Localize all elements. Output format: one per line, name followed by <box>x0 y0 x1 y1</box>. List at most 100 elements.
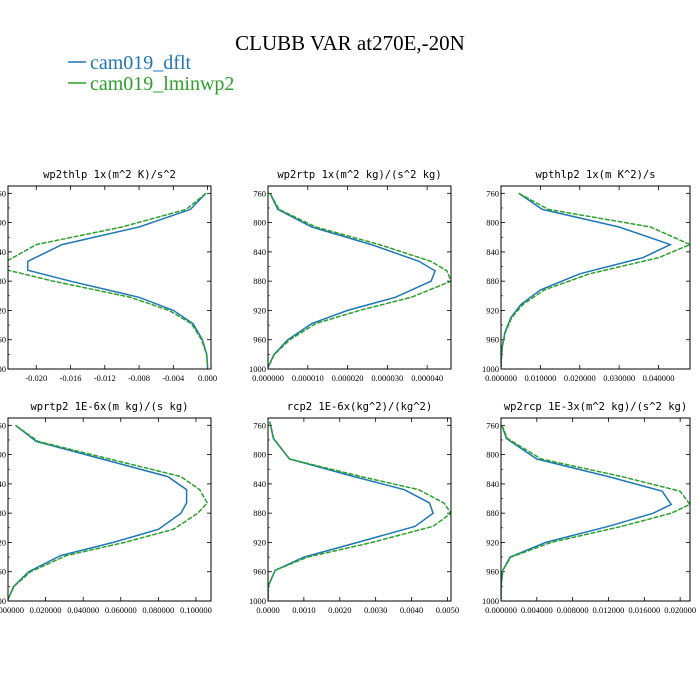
panel-frame <box>267 185 452 370</box>
legend: cam019_dflt cam019_lminwp2 <box>68 52 234 95</box>
x-tick-label: 0.010000 <box>524 373 556 383</box>
panel-title: wp2thlp 1x(m^2 K)/s^2 <box>43 169 176 181</box>
panel-frame <box>7 185 212 370</box>
x-tick-label: 0.000020 <box>332 373 364 383</box>
panel-frame <box>267 417 452 602</box>
panel-frame <box>500 185 691 370</box>
legend-label-dflt: cam019_dflt <box>90 52 192 74</box>
y-tick-label: 880 <box>486 276 499 286</box>
y-tick-label: 1000 <box>249 596 266 606</box>
x-tick-label: 0.016000 <box>628 605 660 615</box>
series-line-lminwp2 <box>501 425 690 600</box>
y-tick-label: 880 <box>486 508 499 518</box>
y-tick-label: 840 <box>486 247 499 257</box>
x-tick-label: 0.0020 <box>328 605 351 615</box>
y-tick-label: 1000 <box>0 596 6 606</box>
x-tick-label: 0.080000 <box>142 605 174 615</box>
panel-4: wprtp2 1E-6x(m kg)/(s kg) 760 800 840 880 920… <box>0 401 212 615</box>
x-tick-label: -0.004 <box>162 373 185 383</box>
y-tick-label: 800 <box>253 218 266 228</box>
x-tick-label: -0.008 <box>128 373 150 383</box>
panel-3: wpthlp2 1x(m K^2)/s 760 800 840 880 920 960 100… <box>482 169 691 383</box>
y-tick-label: 840 <box>0 247 6 257</box>
series-line-lminwp2 <box>501 192 690 368</box>
x-tick-label: 0.020000 <box>564 373 596 383</box>
series-line-dflt <box>26 192 209 368</box>
series-line-dflt <box>501 425 673 600</box>
series-line-dflt <box>268 192 437 368</box>
x-tick-label: -0.016 <box>60 373 82 383</box>
x-tick-label: 0.0030 <box>364 605 387 615</box>
y-tick-label: 1000 <box>482 364 499 374</box>
y-tick-label: 760 <box>486 420 499 430</box>
y-tick-label: 920 <box>0 537 6 547</box>
y-tick-label: 760 <box>0 420 6 430</box>
panel-title: wprtp2 1E-6x(m kg)/(s kg) <box>30 401 188 413</box>
y-tick-label: 960 <box>253 335 266 345</box>
x-tick-label: 0.000030 <box>371 373 403 383</box>
series-line-lminwp2 <box>8 192 209 368</box>
panel-title: wp2rtp 1x(m^2 kg)/(s^2 kg) <box>277 169 441 181</box>
x-tick-label: 0.100000 <box>180 605 212 615</box>
y-tick-label: 960 <box>486 567 499 577</box>
y-tick-label: 920 <box>253 537 266 547</box>
y-tick-label: 920 <box>253 305 266 315</box>
panel-2: wp2rtp 1x(m^2 kg)/(s^2 kg) 760 800 840 880 92… <box>249 169 452 383</box>
series-line-lminwp2 <box>268 421 451 600</box>
panel-5: rcp2 1E-6x(kg^2)/(kg^2) 760 800 840 880 920 96… <box>249 401 459 615</box>
y-tick-label: 920 <box>486 305 499 315</box>
series-line-lminwp2 <box>268 192 451 368</box>
y-tick-label: 840 <box>253 479 266 489</box>
y-tick-label: 760 <box>486 188 499 198</box>
y-tick-label: 960 <box>0 335 6 345</box>
x-tick-label: 0.000000 <box>485 605 517 615</box>
x-tick-label: 0.000000 <box>252 373 284 383</box>
x-tick-label: 0.020000 <box>664 605 696 615</box>
y-tick-label: 1000 <box>249 364 266 374</box>
x-tick-label: 0.000000 <box>485 373 517 383</box>
x-tick-label: 0.000000 <box>0 605 24 615</box>
x-tick-label: -0.020 <box>25 373 47 383</box>
y-tick-label: 960 <box>0 567 6 577</box>
y-tick-label: 760 <box>0 188 6 198</box>
x-tick-label: 0.008000 <box>557 605 589 615</box>
panel-frame <box>7 417 212 602</box>
x-tick-label: 0.012000 <box>593 605 625 615</box>
y-tick-label: 880 <box>0 508 6 518</box>
y-tick-label: 920 <box>0 305 6 315</box>
y-tick-label: 960 <box>486 335 499 345</box>
x-tick-label: 0.0050 <box>436 605 459 615</box>
y-tick-label: 760 <box>253 420 266 430</box>
series-line-dflt <box>8 424 188 600</box>
y-tick-label: 880 <box>0 276 6 286</box>
y-tick-label: 800 <box>486 218 499 228</box>
y-tick-label: 1000 <box>482 596 499 606</box>
y-tick-label: 840 <box>0 479 6 489</box>
x-tick-label: 0.040000 <box>643 373 675 383</box>
series-line-dflt <box>501 192 673 368</box>
x-tick-label: 0.0000 <box>256 605 279 615</box>
legend-label-lminwp2: cam019_lminwp2 <box>90 73 234 95</box>
panel-1: wp2thlp 1x(m^2 K)/s^2 760 800 840 880 920 960 1… <box>0 169 217 383</box>
x-tick-label: 0.0010 <box>292 605 315 615</box>
series-line-dflt <box>268 421 434 600</box>
panel-6: wp2rcp 1E-3x(m^2 kg)/(s^2 kg) 760 800 840 88… <box>482 401 696 615</box>
y-tick-label: 1000 <box>0 364 6 374</box>
y-tick-label: 920 <box>486 537 499 547</box>
y-tick-label: 960 <box>253 567 266 577</box>
x-tick-label: 0.030000 <box>603 373 635 383</box>
y-tick-label: 840 <box>253 247 266 257</box>
y-tick-label: 800 <box>253 450 266 460</box>
x-tick-label: 0.060000 <box>105 605 137 615</box>
y-tick-label: 840 <box>486 479 499 489</box>
x-tick-label: 0.040000 <box>67 605 99 615</box>
x-tick-label: -0.012 <box>94 373 116 383</box>
x-tick-label: 0.020000 <box>30 605 62 615</box>
figure-title: CLUBB VAR at270E,-20N <box>235 31 465 55</box>
x-tick-label: 0.000040 <box>411 373 443 383</box>
panel-title: wpthlp2 1x(m K^2)/s <box>535 169 655 181</box>
panel-frame <box>500 417 691 602</box>
y-tick-label: 800 <box>0 218 6 228</box>
panel-title: wp2rcp 1E-3x(m^2 kg)/(s^2 kg) <box>504 401 687 413</box>
